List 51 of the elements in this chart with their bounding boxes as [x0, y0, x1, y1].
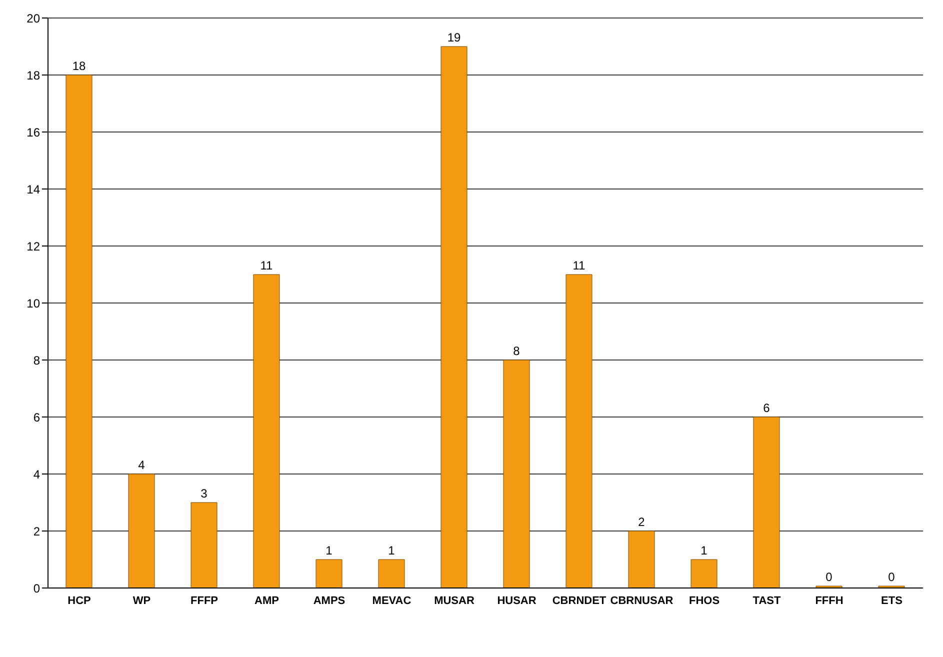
x-tick-label: MEVAC [372, 594, 412, 607]
data-label: 19 [447, 30, 461, 44]
bar [253, 274, 280, 588]
data-label: 3 [200, 486, 208, 500]
x-tick-label: AMPS [313, 594, 346, 607]
data-label: 6 [763, 401, 770, 415]
x-tick-label: FFFH [815, 594, 844, 607]
y-tick-label: 0 [33, 581, 40, 596]
bar [628, 530, 655, 588]
data-label: 8 [513, 344, 520, 358]
x-tick-label: AMP [254, 594, 279, 607]
bar [503, 360, 530, 588]
bar [190, 502, 218, 588]
x-tick-label: WP [132, 594, 151, 607]
y-tick-label: 2 [33, 524, 40, 538]
x-tick-label: FHOS [688, 594, 720, 607]
bar [566, 274, 592, 588]
y-tick-label: 6 [33, 410, 40, 424]
data-label: 1 [700, 544, 708, 558]
x-tick-label: CBRNDET [552, 594, 606, 607]
bar [66, 74, 92, 588]
bar [753, 416, 780, 588]
data-label: 2 [638, 515, 646, 529]
x-tick-label: HUSAR [497, 594, 536, 607]
x-tick-label: TAST [752, 594, 781, 607]
bar [128, 474, 155, 588]
y-tick-label: 4 [33, 467, 40, 482]
data-label: 0 [826, 570, 833, 584]
data-label: 0 [888, 570, 896, 584]
bar [378, 559, 405, 588]
x-tick-label: MUSAR [434, 594, 474, 607]
data-label: 18 [72, 59, 86, 73]
y-tick-label: 18 [26, 68, 40, 82]
data-label: 11 [572, 258, 586, 272]
bar [316, 559, 342, 588]
bar [440, 46, 468, 588]
y-tick-label: 8 [33, 353, 40, 368]
y-tick-label: 12 [26, 239, 40, 254]
bar [690, 559, 718, 588]
y-tick-label: 16 [26, 125, 40, 140]
data-label: 11 [260, 258, 274, 272]
x-tick-label: HCP [68, 594, 91, 607]
data-label: 4 [138, 458, 146, 472]
y-tick-label: 10 [26, 296, 40, 310]
x-tick-label: ETS [881, 594, 902, 607]
y-tick-label: 20 [26, 11, 40, 26]
data-label: 1 [388, 544, 396, 558]
x-tick-label: FFFP [190, 594, 218, 607]
y-tick-label: 14 [26, 182, 40, 196]
x-tick-label: CBRNUSAR [610, 594, 674, 607]
data-label: 1 [326, 544, 333, 558]
